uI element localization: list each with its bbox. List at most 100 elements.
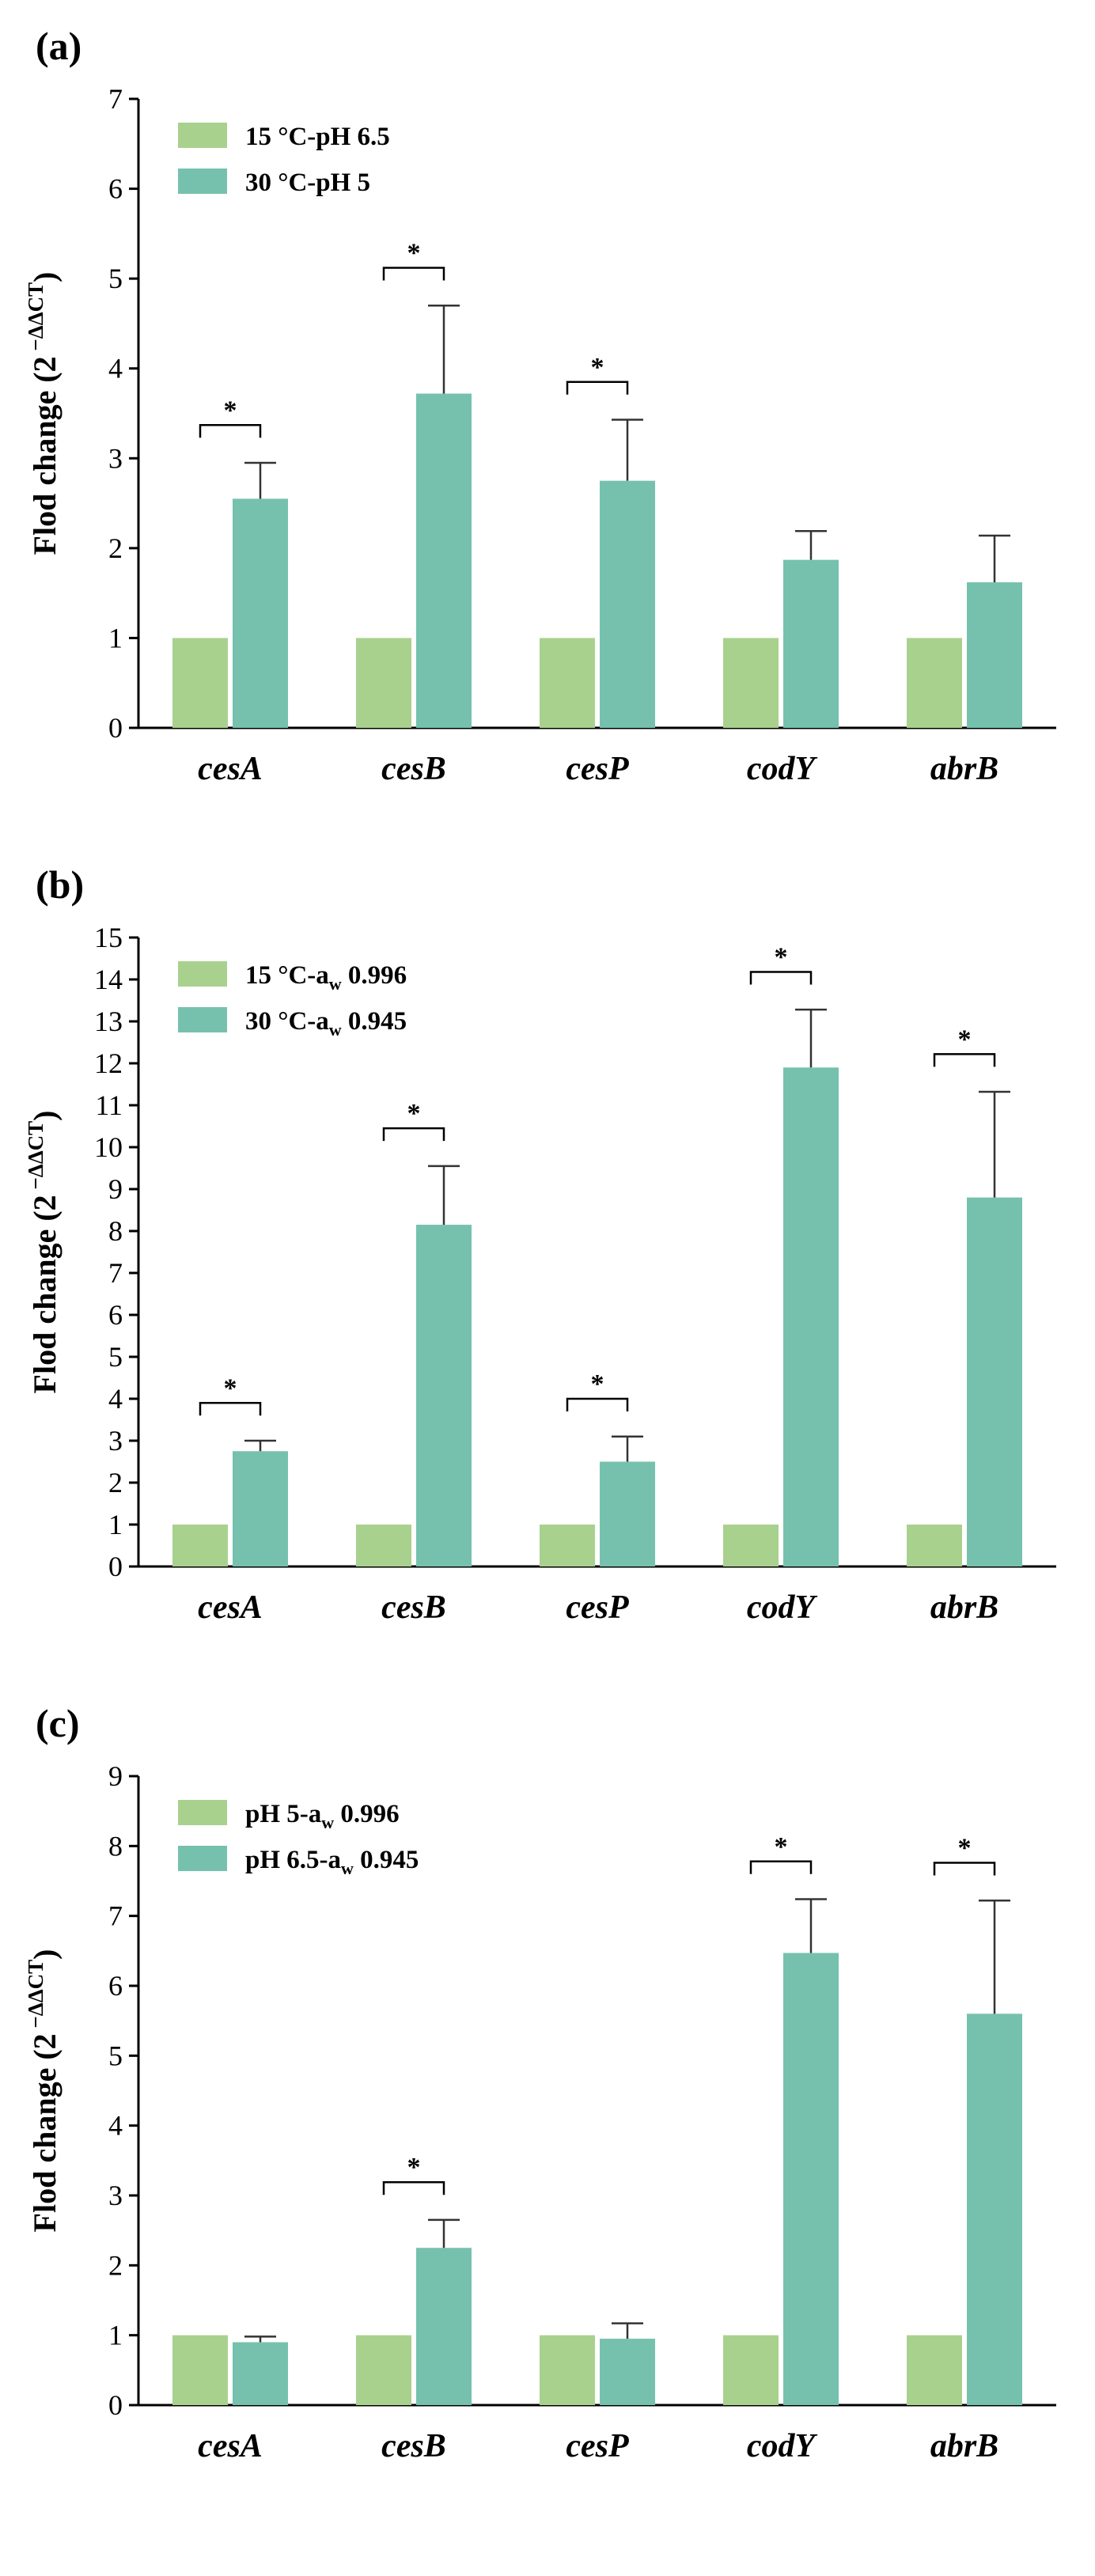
- y-tick-label: 6: [108, 1299, 123, 1331]
- x-tick-label-cesB: cesB: [381, 1589, 446, 1626]
- y-tick-label: 8: [108, 1215, 123, 1247]
- bar-30-c-aw-0-945-cesP: [600, 1461, 655, 1566]
- legend-text-main: pH 6.5-a: [245, 1846, 341, 1874]
- legend-swatch-2: [178, 1007, 227, 1032]
- bar-ph-6-5-aw-0-945-cesP: [600, 2339, 655, 2405]
- significance-bracket-cesA: [199, 1402, 262, 1416]
- y-tick-label: 9: [108, 1173, 123, 1205]
- y-axis-title-superscript: −ΔΔCT: [24, 282, 47, 357]
- significance-bracket-codY: [749, 971, 813, 985]
- y-tick-label: 7: [108, 83, 123, 115]
- significance-star-cesA: *: [224, 396, 237, 425]
- legend-text-main: 15 °C-a: [245, 961, 329, 990]
- legend-text-subscript: w: [329, 974, 342, 994]
- bar-15-c-ph-6-5-cesA: [172, 638, 228, 728]
- y-tick-label: 6: [108, 173, 123, 205]
- significance-star-codY: *: [775, 1832, 788, 1862]
- significance-bracket-codY: [749, 1860, 813, 1874]
- legend-swatch-1: [178, 123, 227, 148]
- legend-text-main: 15 °C-pH 6.5: [245, 123, 390, 151]
- y-tick-label: 1: [108, 622, 123, 653]
- panel-label: (b): [36, 862, 84, 907]
- x-tick-label-cesB: cesB: [381, 2428, 446, 2464]
- y-tick-label: 7: [108, 1257, 123, 1289]
- significance-bracket-cesB: [382, 2180, 445, 2195]
- y-tick-label: 3: [108, 442, 123, 474]
- y-axis-title-close: ): [27, 1111, 63, 1121]
- x-tick-label-cesA: cesA: [198, 1589, 263, 1626]
- y-axis-title: Flod change (2 −ΔΔCT): [24, 1111, 63, 1394]
- y-tick-label: 12: [94, 1047, 123, 1079]
- bar-15-c-aw-0-996-cesB: [356, 1525, 411, 1566]
- legend-text-subscript: w: [321, 1813, 334, 1832]
- bar-15-c-aw-0-996-cesP: [540, 1525, 595, 1566]
- y-axis-title: Flod change (2 −ΔΔCT): [24, 272, 63, 555]
- bar-30-c-ph-5-cesA: [233, 498, 288, 728]
- x-tick-label-abrB: abrB: [930, 2428, 998, 2464]
- y-axis-title-close: ): [27, 1949, 63, 1960]
- legend-text-tail: 0.996: [342, 961, 407, 990]
- significance-star-cesP: *: [591, 353, 604, 382]
- legend-text-tail: 0.945: [354, 1846, 419, 1874]
- bar-ph-6-5-aw-0-945-cesA: [233, 2342, 288, 2405]
- y-tick-label: 0: [108, 2389, 123, 2421]
- y-tick-label: 0: [108, 712, 123, 744]
- y-axis-title-base: Flod change (2: [27, 356, 63, 555]
- significance-star-cesA: *: [224, 1373, 237, 1403]
- x-tick-label-abrB: abrB: [930, 751, 998, 787]
- significance-star-cesP: *: [591, 1369, 604, 1399]
- y-tick-label: 5: [108, 1341, 123, 1373]
- legend-entry-1: 15 °C-aw 0.996: [245, 961, 407, 994]
- significance-bracket-cesP: [566, 381, 629, 395]
- y-axis-title-base: Flod change (2: [27, 2033, 63, 2232]
- panel-label: (a): [36, 24, 81, 68]
- significance-star-codY: *: [775, 942, 788, 972]
- bar-30-c-ph-5-cesP: [600, 480, 655, 728]
- y-tick-label: 4: [108, 1383, 123, 1415]
- legend-swatch-2: [178, 169, 227, 194]
- significance-bracket-abrB: [933, 1862, 996, 1876]
- bar-15-c-ph-6-5-cesB: [356, 638, 411, 728]
- y-tick-label: 3: [108, 1425, 123, 1457]
- y-tick-label: 11: [95, 1089, 123, 1121]
- y-axis-title-close: ): [27, 272, 63, 282]
- bar-ph-5-aw-0-996-cesB: [356, 2335, 411, 2405]
- legend-entry-2: pH 6.5-aw 0.945: [245, 1846, 419, 1878]
- bar-15-c-ph-6-5-cesP: [540, 638, 595, 728]
- significance-bracket-cesB: [382, 267, 445, 281]
- legend-text-subscript: w: [329, 1020, 342, 1040]
- y-tick-label: 5: [108, 2040, 123, 2071]
- y-tick-label: 1: [108, 1509, 123, 1540]
- bar-15-c-aw-0-996-codY: [723, 1525, 779, 1566]
- y-tick-label: 6: [108, 1970, 123, 2002]
- significance-star-abrB: *: [958, 1834, 972, 1863]
- x-tick-label-abrB: abrB: [930, 1589, 998, 1626]
- y-tick-label: 2: [108, 2249, 123, 2281]
- chart-panel-1: (a) 0 1 2 3 4 5 6 7 Flod change (2 −ΔΔCT) cesA * ces…: [24, 24, 1056, 787]
- legend-swatch-2: [178, 1846, 227, 1871]
- bar-30-c-aw-0-945-codY: [783, 1067, 839, 1566]
- x-tick-label-codY: codY: [747, 2428, 818, 2464]
- y-tick-label: 10: [94, 1131, 123, 1163]
- bar-ph-5-aw-0-996-abrB: [907, 2335, 962, 2405]
- y-tick-label: 4: [108, 2110, 123, 2142]
- x-tick-label-cesA: cesA: [198, 2428, 263, 2464]
- bar-15-c-ph-6-5-abrB: [907, 638, 962, 728]
- panel-label: (c): [36, 1701, 80, 1745]
- legend-text-tail: 0.996: [334, 1800, 400, 1828]
- x-tick-label-codY: codY: [747, 1589, 818, 1626]
- bar-30-c-ph-5-codY: [783, 559, 839, 728]
- significance-bracket-cesP: [566, 1397, 629, 1411]
- bar-30-c-ph-5-cesB: [416, 393, 472, 728]
- bar-ph-6-5-aw-0-945-abrB: [967, 2013, 1022, 2405]
- significance-star-cesB: *: [407, 1099, 421, 1128]
- y-tick-label: 1: [108, 2320, 123, 2351]
- legend-text-subscript: w: [341, 1858, 354, 1878]
- bar-30-c-aw-0-945-cesA: [233, 1451, 288, 1566]
- legend-entry-1: pH 5-aw 0.996: [245, 1800, 400, 1832]
- y-tick-label: 15: [94, 922, 123, 953]
- significance-bracket-abrB: [933, 1053, 996, 1067]
- y-tick-label: 5: [108, 263, 123, 294]
- bar-15-c-aw-0-996-abrB: [907, 1525, 962, 1566]
